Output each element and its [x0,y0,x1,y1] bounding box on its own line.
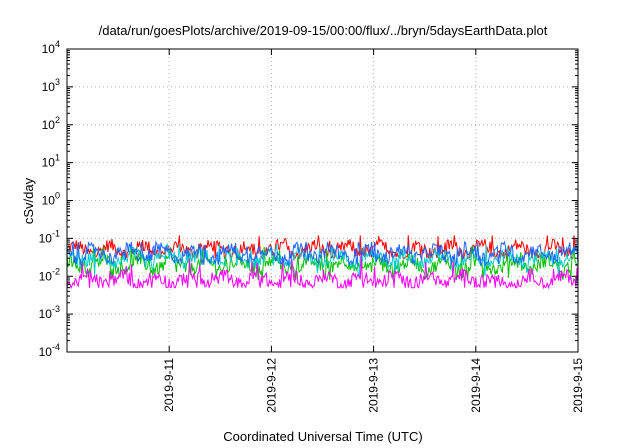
series-line [66,246,578,281]
series-line [66,242,579,277]
y-tick-label: 101 [42,153,60,170]
y-tick-label: 10-2 [39,266,60,283]
x-axis-label: Coordinated Universal Time (UTC) [223,429,422,444]
series-line [66,254,579,290]
chart-title: /data/run/goesPlots/archive/2019-09-15/0… [99,23,548,38]
x-tick-label: 2019-9-14 [469,358,483,413]
series-line [66,240,579,267]
y-axis-label: cSv/day [21,177,36,224]
x-axis-ticks: 2019-9-11 2019-9-12 2019-9-13 2019-9-14 2019… [162,49,585,413]
grid-lines [67,49,578,352]
x-tick-label: 2019-9-13 [367,358,381,413]
y-tick-label: 103 [42,77,60,94]
y-axis-ticks: 10-4 10-3 10-2 10-1 100 101 102 103 104 [39,39,578,359]
y-tick-label: 104 [42,39,60,56]
y-tick-label: 10-1 [39,228,60,245]
y-tick-label: 10-4 [39,342,60,359]
data-series-group [66,235,579,290]
y-tick-label: 10-3 [39,304,60,321]
x-tick-label: 2019-9-12 [264,358,278,413]
y-tick-label: 102 [42,115,60,132]
x-tick-label: 2019-9-15 [571,358,585,413]
y-tick-label: 100 [42,191,60,208]
x-tick-label: 2019-9-11 [162,358,176,412]
